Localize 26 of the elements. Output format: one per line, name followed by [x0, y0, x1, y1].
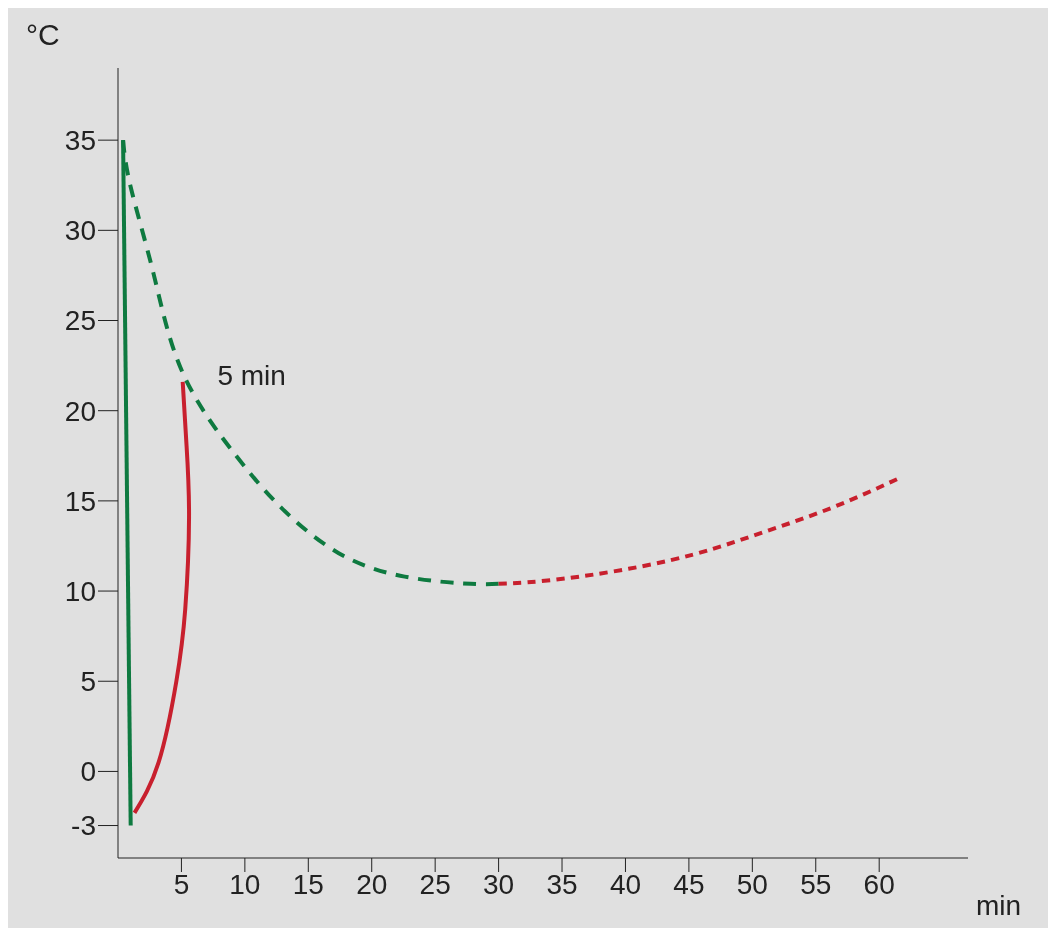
y-tick-label: 35: [64, 125, 96, 157]
x-tick-label: 5: [173, 868, 190, 900]
y-tick-label: 5: [80, 666, 96, 698]
x-tick-label: 50: [736, 868, 768, 900]
y-axis-title: °C: [26, 18, 60, 52]
annotation: 5 min: [217, 359, 286, 391]
x-tick-label: 35: [546, 868, 578, 900]
x-tick-label: 30: [483, 868, 515, 900]
x-tick-label: 20: [356, 868, 388, 900]
y-tick-label: 0: [80, 756, 96, 788]
x-tick-label: 10: [229, 868, 261, 900]
line-series: [496, 477, 899, 586]
x-tick-label: 15: [292, 868, 324, 900]
x-tick-label: 40: [609, 868, 642, 900]
y-tick-label: 10: [64, 576, 96, 607]
y-tick-label: 25: [64, 305, 96, 337]
x-tick-label: 55: [800, 868, 832, 900]
x-tick-label: 45: [673, 868, 705, 900]
x-tick-label: 60: [863, 868, 895, 900]
y-tick-label: 20: [64, 395, 96, 427]
y-tick-label: -3: [71, 810, 96, 842]
line-series: [132, 379, 192, 815]
x-axis-title: min: [976, 889, 1022, 921]
x-tick-label: 25: [419, 868, 451, 900]
y-tick-label: 15: [64, 485, 96, 517]
y-tick-label: 30: [64, 215, 96, 247]
